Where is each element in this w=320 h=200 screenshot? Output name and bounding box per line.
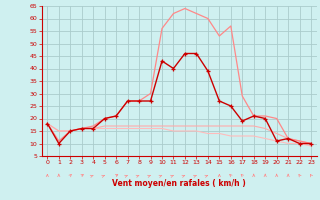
X-axis label: Vent moyen/en rafales ( km/h ): Vent moyen/en rafales ( km/h ) <box>112 179 246 188</box>
